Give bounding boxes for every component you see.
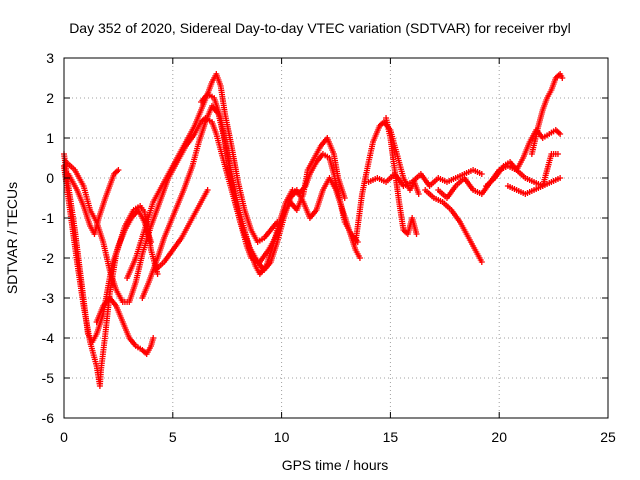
y-tick-label: -2 (42, 250, 55, 266)
x-axis-ticks: 0 5 10 15 20 25 (60, 58, 616, 445)
y-tick-label: 1 (46, 130, 54, 146)
y-tick-label: -6 (42, 410, 55, 426)
data-point (559, 75, 566, 81)
y-tick-label: -4 (42, 330, 55, 346)
series-track-l (383, 115, 420, 237)
series-track-f (124, 71, 281, 281)
y-tick-label: -1 (42, 210, 55, 226)
chart-title: Day 352 of 2020, Sidereal Day-to-day VTE… (69, 20, 571, 36)
data-point (415, 191, 422, 197)
y-axis-ticks: -6 -5 -4 -3 -2 -1 0 1 2 3 (42, 50, 608, 426)
data-point (413, 231, 420, 237)
series-track-h (152, 187, 211, 273)
y-tick-label: 2 (46, 90, 54, 106)
x-axis-label: GPS time / hours (282, 457, 389, 473)
x-tick-label: 25 (600, 429, 616, 445)
data-point (341, 195, 348, 201)
data-point (356, 255, 363, 261)
x-tick-label: 20 (491, 429, 507, 445)
series-track-k (365, 167, 485, 189)
series-track-e (93, 295, 157, 357)
x-tick-label: 10 (274, 429, 290, 445)
data-point (204, 187, 211, 193)
data-point (478, 259, 485, 265)
plot-frame (63, 57, 609, 419)
y-tick-label: 3 (46, 50, 54, 66)
x-tick-label: 15 (383, 429, 399, 445)
y-tick-label: -3 (42, 290, 55, 306)
data-point (148, 239, 155, 245)
data-points (61, 71, 566, 389)
series-track-q (504, 151, 561, 197)
y-tick-label: -5 (42, 370, 55, 386)
series-track-o (483, 127, 564, 189)
series-track-b (61, 151, 155, 345)
data-point (554, 151, 561, 157)
data-point (478, 171, 485, 177)
y-tick-label: 0 (46, 170, 54, 186)
data-point (115, 167, 122, 173)
data-point (150, 335, 157, 341)
data-point (154, 271, 161, 277)
series-track-p (528, 71, 566, 157)
grid-lines (64, 58, 608, 418)
series-track-d (65, 167, 122, 237)
x-tick-label: 0 (60, 429, 68, 445)
data-point (557, 175, 564, 181)
series-track-i (198, 91, 348, 265)
x-tick-label: 5 (169, 429, 177, 445)
series-track-m (422, 187, 485, 265)
y-axis-label: SDTVAR / TECUs (4, 182, 20, 294)
data-point (557, 131, 564, 137)
